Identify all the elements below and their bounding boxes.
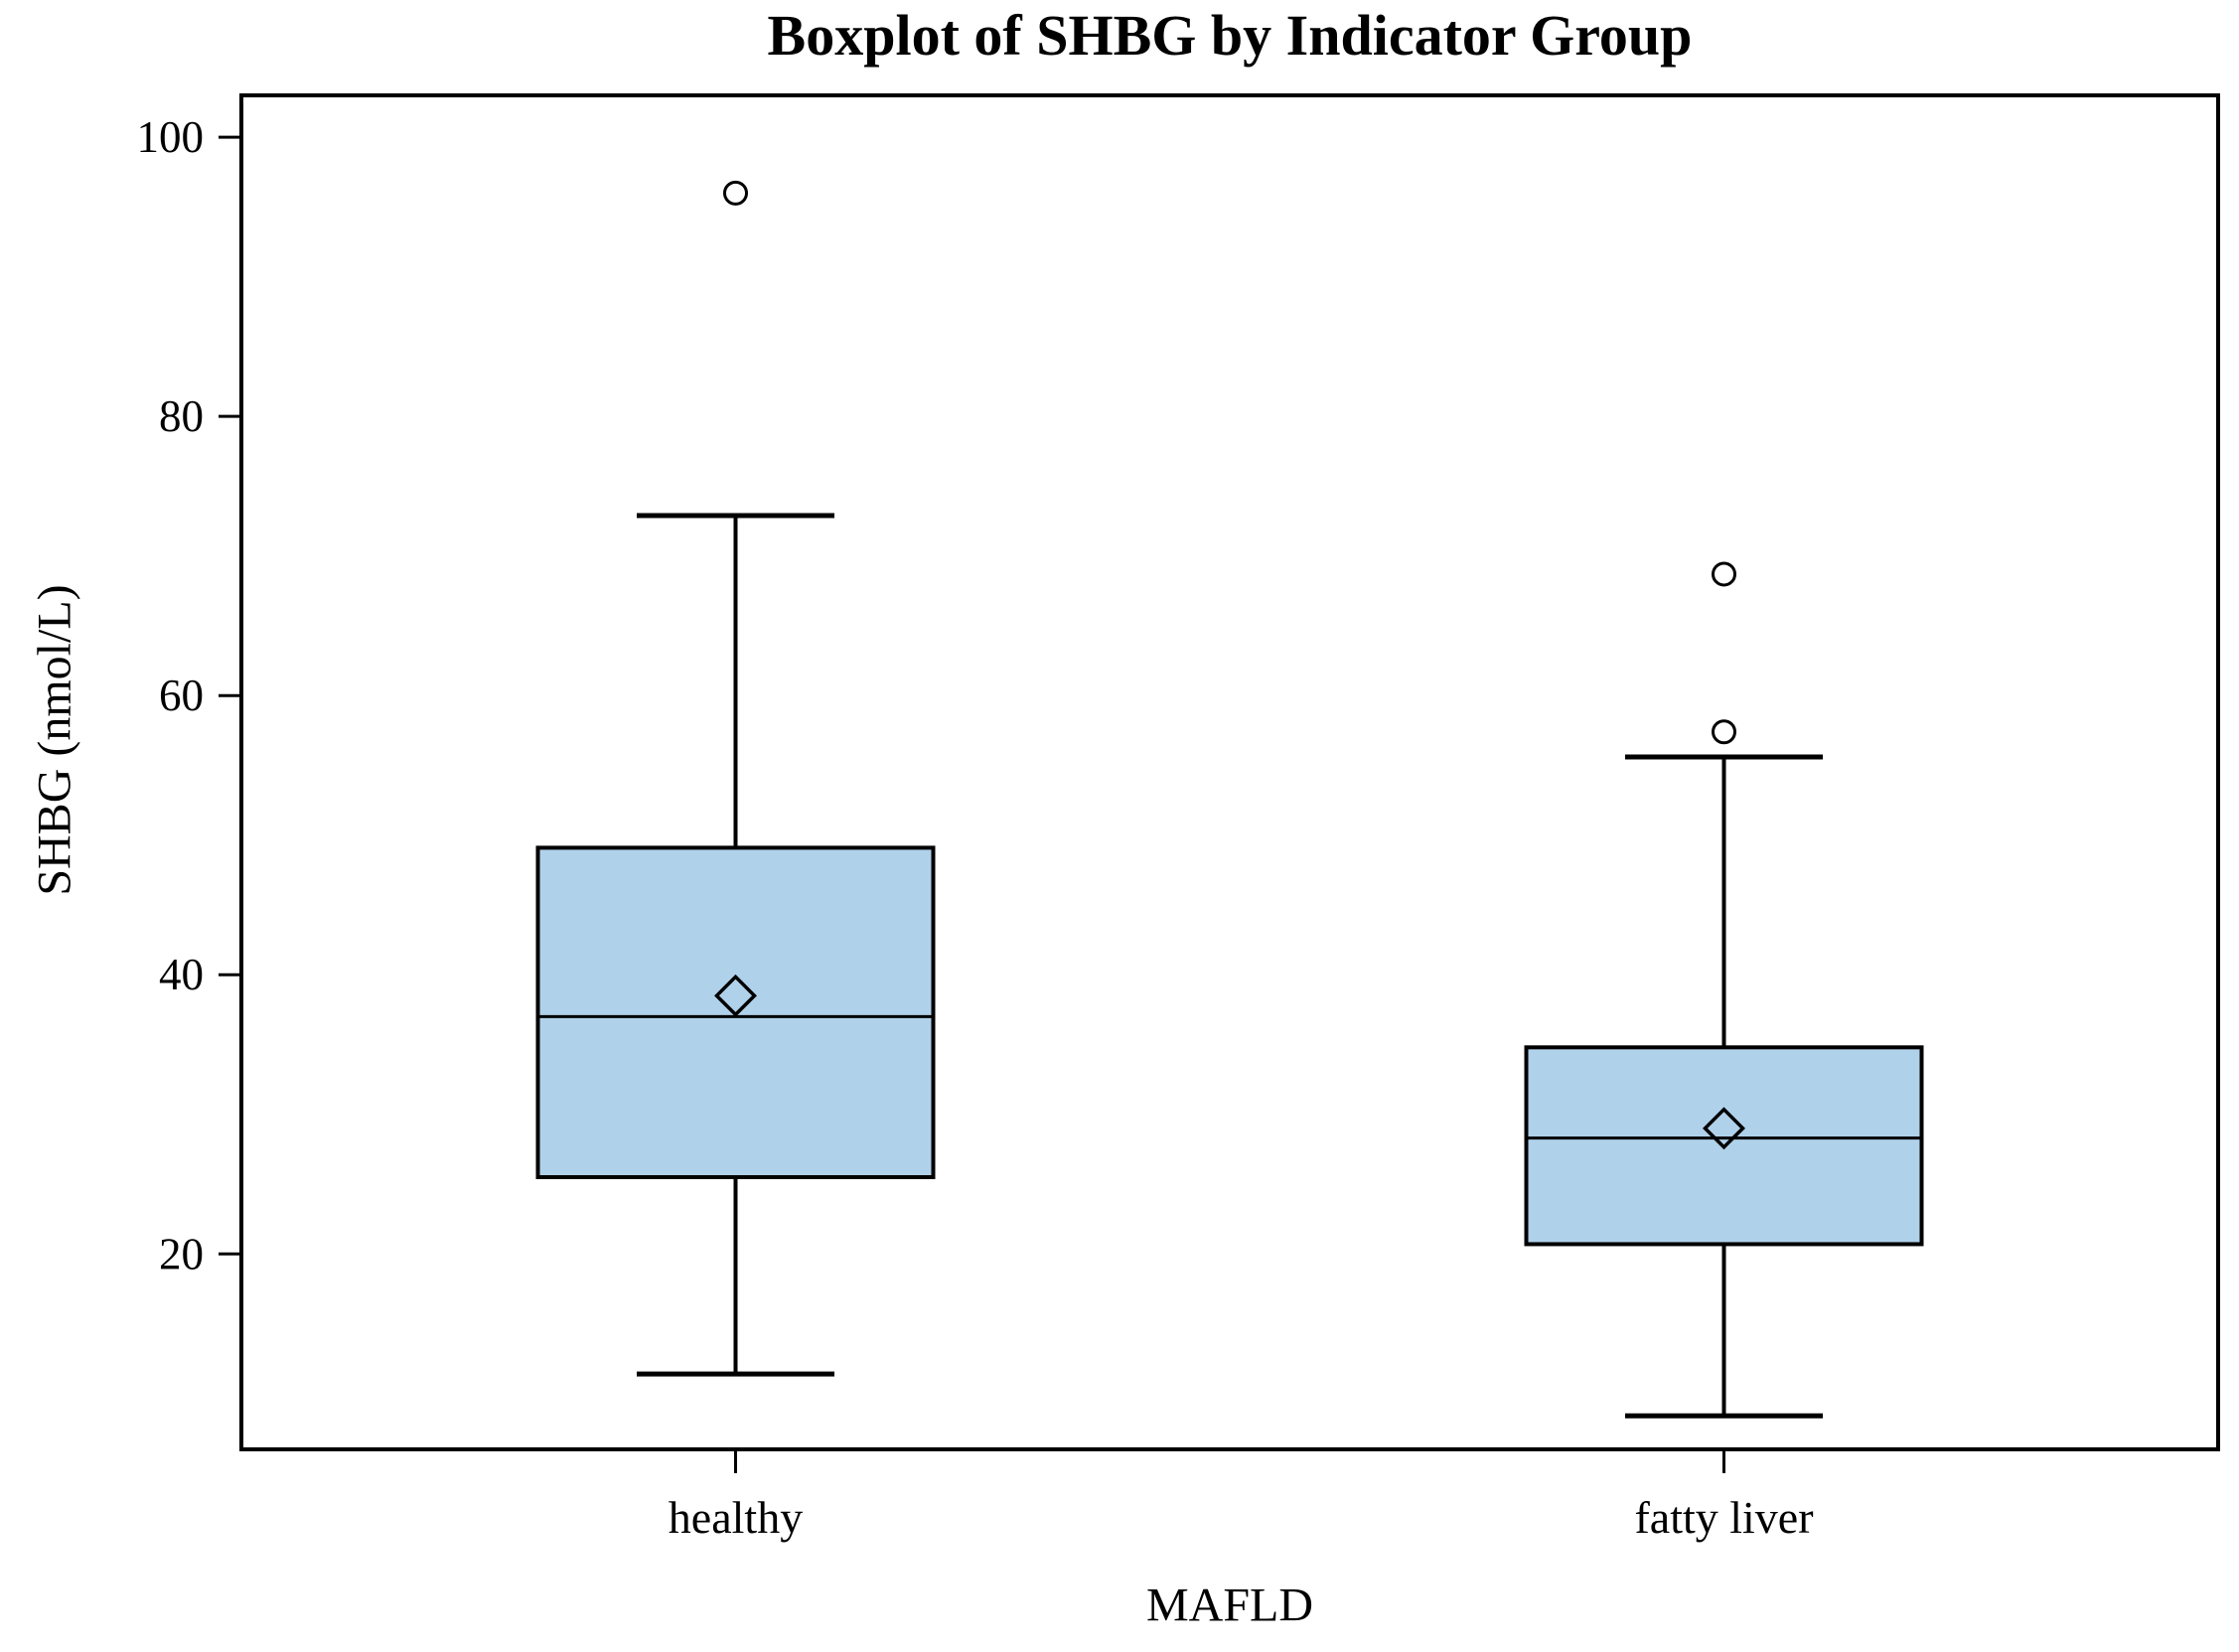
y-tick-label: 40 [159, 950, 204, 999]
chart-title: Boxplot of SHBG by Indicator Group [767, 3, 1693, 68]
mean-marker-healthy [714, 974, 757, 1017]
y-tick-label: 80 [159, 391, 204, 441]
outlier-point-fatty-liver [1712, 719, 1736, 745]
plot-frame [239, 93, 2220, 1451]
y-tick-label: 20 [159, 1229, 204, 1278]
x-category-label: fatty liver [1634, 1492, 1813, 1543]
mean-marker-fatty-liver [1703, 1107, 1745, 1150]
y-tick-label: 100 [137, 112, 205, 162]
outlier-point-healthy [723, 180, 748, 206]
x-category-label: healthy [669, 1492, 803, 1543]
outlier-point-fatty-liver [1712, 561, 1736, 587]
x-axis-label: MAFLD [1145, 1578, 1314, 1632]
y-tick-label: 60 [159, 671, 204, 720]
